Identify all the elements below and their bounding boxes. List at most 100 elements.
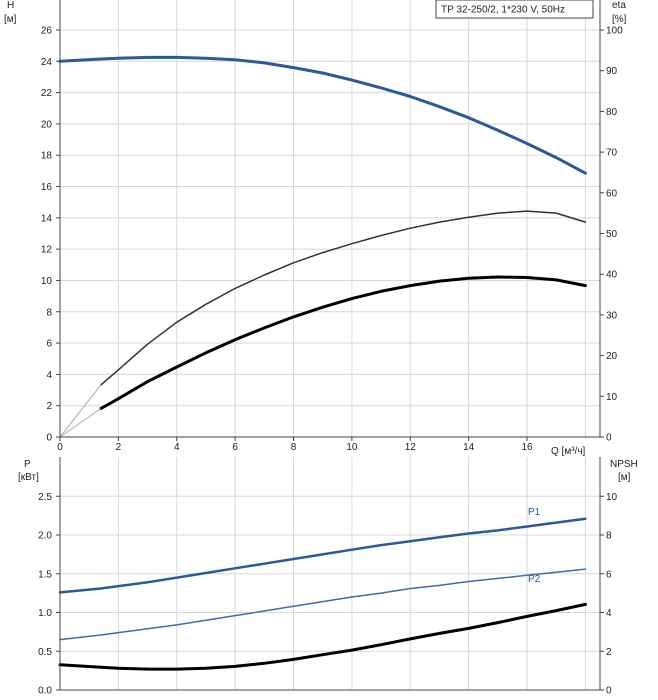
y-tick-label-right: 2 (606, 647, 612, 658)
data-point (264, 275, 265, 276)
data-point (468, 278, 469, 279)
data-point (264, 62, 265, 63)
data-point (556, 610, 557, 611)
y-tick-label-left: 18 (41, 151, 53, 162)
data-point (235, 59, 236, 60)
data-point (468, 217, 469, 218)
y-tick-label-right: 4 (606, 608, 612, 619)
x-tick-label: 4 (174, 442, 180, 453)
y-tick-label-left: 24 (41, 57, 53, 68)
y-tick-label-left: 2.0 (38, 531, 52, 542)
data-point (235, 666, 236, 667)
series-line-0-2 (99, 275, 587, 410)
series-line-1-1 (59, 568, 587, 641)
data-point (147, 628, 148, 629)
data-point (322, 73, 323, 74)
data-point (322, 601, 323, 602)
y-tick-label-left: 22 (41, 88, 53, 99)
y-tick-label-right: 6 (606, 569, 612, 580)
y-tick-label-left: 20 (41, 119, 53, 130)
y-tick-label-right: 60 (606, 188, 618, 199)
series-line-1-0 (58, 517, 587, 594)
y-tick-label-right: 8 (606, 531, 612, 542)
data-point (410, 588, 411, 589)
data-point (497, 530, 498, 531)
data-point (351, 650, 352, 651)
data-point (351, 243, 352, 244)
data-point (410, 638, 411, 639)
y-tick-label-right: 50 (606, 229, 618, 240)
data-point (527, 143, 528, 144)
data-point (556, 572, 557, 573)
data-point (439, 281, 440, 282)
y-tick-label-left: 26 (41, 26, 53, 37)
data-point (410, 96, 411, 97)
p2-series-label: P2 (528, 574, 541, 585)
eta-axis-unit: [%] (612, 14, 627, 25)
data-point (556, 279, 557, 280)
y-tick-label-left: 2 (46, 401, 52, 412)
y-tick-label-left: 4 (46, 370, 52, 381)
labels-layer: 0246810121416182022242601020304050607080… (38, 26, 623, 697)
series-line-0-0 (58, 55, 587, 175)
data-point (527, 616, 528, 617)
npsh-axis-unit: [м] (618, 472, 631, 483)
chart-title: TP 32-250/2, 1*230 V, 50Hz (441, 5, 565, 16)
data-point (351, 597, 352, 598)
eta-axis-label: eta (612, 0, 626, 11)
data-point (205, 352, 206, 353)
x-tick-label: 6 (232, 442, 238, 453)
data-point (410, 228, 411, 229)
data-point (293, 659, 294, 660)
data-point (176, 322, 177, 323)
data-point (322, 307, 323, 308)
data-point (205, 620, 206, 621)
data-point (497, 213, 498, 214)
y-tick-label-right: 20 (606, 351, 618, 362)
data-point (118, 632, 119, 633)
data-point (293, 262, 294, 263)
data-point (527, 277, 528, 278)
y-tick-label-left: 14 (41, 213, 53, 224)
y-tick-label-left: 8 (46, 307, 52, 318)
data-point (381, 545, 382, 546)
data-point (381, 235, 382, 236)
data-point (293, 316, 294, 317)
data-point (381, 593, 382, 594)
data-point (176, 577, 177, 578)
x-tick-label: 2 (116, 442, 122, 453)
y-tick-label-left: 0 (46, 433, 52, 444)
data-point (556, 522, 557, 523)
data-point (118, 586, 119, 587)
q-axis-label: Q [м³/ч] (551, 446, 586, 457)
data-point (293, 559, 294, 560)
data-point (176, 669, 177, 670)
series-line-1-2 (58, 602, 587, 671)
y-tick-label-right: 100 (606, 26, 623, 37)
y-tick-label-right: 90 (606, 66, 618, 77)
data-point (264, 563, 265, 564)
data-point (410, 285, 411, 286)
y-tick-label-right: 10 (606, 392, 618, 403)
data-point (351, 80, 352, 81)
y-tick-label-right: 70 (606, 148, 618, 159)
data-point (497, 277, 498, 278)
series-layer (58, 55, 587, 671)
data-point (147, 344, 148, 345)
y-tick-label-left: 0.0 (38, 686, 52, 697)
data-point (205, 304, 206, 305)
data-point (585, 604, 586, 605)
data-point (176, 367, 177, 368)
extrapolation-line (59, 384, 102, 438)
data-point (556, 157, 557, 158)
data-point (497, 578, 498, 579)
data-point (118, 668, 119, 669)
data-point (264, 611, 265, 612)
data-point (235, 615, 236, 616)
x-tick-label: 12 (405, 442, 417, 453)
y-tick-label-left: 16 (41, 182, 53, 193)
data-point (585, 518, 586, 519)
data-point (100, 59, 101, 60)
data-point (118, 58, 119, 59)
